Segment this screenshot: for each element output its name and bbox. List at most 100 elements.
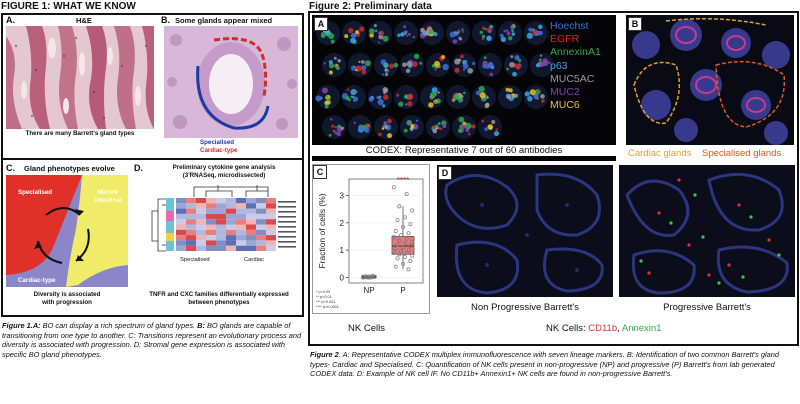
- data-point: [399, 233, 404, 238]
- marker-muc5ac: MUC5AC: [550, 72, 595, 85]
- tissue-core: [446, 85, 470, 109]
- fig1-panel-c-mature: Mature: [97, 189, 119, 196]
- heatmap-cell: [256, 198, 266, 204]
- heatmap-cell: [186, 240, 196, 246]
- data-point: [408, 259, 413, 264]
- data-point: [406, 267, 411, 272]
- data-point: [370, 273, 375, 278]
- heatmap-cell: [246, 224, 256, 230]
- fig1-panel-d-caption-2: between phenotypes: [188, 299, 250, 306]
- tissue-core: [504, 53, 528, 77]
- significance-legend-item: * p<0.05: [316, 290, 330, 294]
- tissue-core: [498, 85, 522, 109]
- phenotype-landscape-diagram: [6, 175, 128, 287]
- heatmap-cell: [266, 198, 276, 204]
- fig2-panel-a-letter: A: [314, 17, 328, 31]
- heatmap-cell: [176, 235, 186, 241]
- heatmap-cell: [216, 235, 226, 241]
- heatmap-cell: [176, 219, 186, 225]
- tissue-core: [394, 85, 418, 109]
- fig2-panel-c-letter: C: [313, 165, 327, 179]
- fig2-panel-b-letter: B: [628, 17, 642, 31]
- heatmap-cell: [216, 224, 226, 230]
- heatmap-cell: [186, 219, 196, 225]
- data-point: [367, 274, 371, 279]
- fig2-panel-c-label: NK Cells: [348, 323, 385, 334]
- tissue-core: [446, 21, 470, 45]
- tissue-core: [426, 53, 450, 77]
- marker-p63: p63: [550, 59, 568, 72]
- marker-legend: Hoechst EGFR AnnexinA1 p63 MUC5AC MUC2 MUC6: [550, 20, 601, 112]
- heatmap-cell: [246, 198, 256, 204]
- heatmap-cell: [176, 208, 186, 214]
- heatmap-cell: [236, 219, 246, 225]
- heatmap-cell: [256, 208, 266, 214]
- tissue-core: [400, 53, 424, 77]
- data-point: [397, 204, 402, 209]
- heatmap-cell: [246, 203, 256, 209]
- tissue-core: [452, 115, 476, 139]
- heatmap-cell: [246, 240, 256, 246]
- heatmap-cell: [206, 219, 216, 225]
- heatmap-cell: [226, 240, 236, 246]
- heatmap-cell: [176, 203, 186, 209]
- figure1-caption-a-text: BO can display a rich spectrum of gland …: [40, 321, 198, 330]
- fig1-panel-a-stain: H&E: [76, 16, 92, 25]
- heatmap-cell: [236, 208, 246, 214]
- marker-hoechst: Hoechst: [550, 20, 589, 32]
- heatmap-cell: [196, 219, 206, 225]
- heatmap-cell: [186, 203, 196, 209]
- heatmap-cell: [216, 198, 226, 204]
- figure1-caption-c: C:: [128, 330, 136, 340]
- data-point: [410, 208, 415, 213]
- heatmap-cell: [256, 224, 266, 230]
- fig1-panel-c-caption-1: Diversity is associated: [33, 291, 101, 298]
- significance-legend-item: ** p<0.01: [316, 295, 332, 299]
- heatmap-cell: [226, 219, 236, 225]
- heatmap-cell: [206, 208, 216, 214]
- heatmap-cell: [246, 213, 256, 220]
- figure1-caption-b: B:: [197, 321, 205, 330]
- tissue-core: [420, 85, 444, 109]
- tissue-core: [374, 53, 399, 77]
- figure2-title: Figure 2: Preliminary data: [309, 1, 432, 12]
- marker-muc2: MUC2: [550, 86, 580, 99]
- heatmap-cell: [266, 229, 276, 236]
- heatmap-cell: [196, 235, 206, 241]
- heatmap-cell: [176, 224, 186, 230]
- heatmap-cell: [186, 213, 196, 220]
- tissue-core: [394, 21, 418, 45]
- tissue-core: [341, 85, 366, 109]
- fig2-panel-a-caption: CODEX: Representative 7 out of 60 antibo…: [312, 145, 616, 156]
- data-point: [393, 246, 398, 251]
- heatmap-cell: [206, 224, 216, 230]
- fig1-panel-a-caption: There are many Barrett's gland types: [25, 130, 135, 137]
- heatmap-cell: [236, 198, 246, 204]
- heatmap-cell: [196, 198, 206, 204]
- heatmap-cell: [196, 240, 206, 246]
- x-tick-label: NP: [363, 286, 374, 295]
- fig2-panel-d-legend: NK Cells: CD11b, Annexin1: [546, 323, 662, 334]
- data-point: [404, 250, 409, 255]
- heatmap-cell: [256, 213, 266, 220]
- fig2-panel-d-letter: D: [438, 166, 452, 180]
- fig2-panel-d-np-label: Non Progressive Barrett's: [471, 302, 579, 313]
- nk-if-progressive-image: [619, 165, 795, 297]
- heatmap-cell: [216, 203, 226, 209]
- tissue-core: [426, 115, 450, 139]
- fig1-panel-c-title: Gland phenotypes evolve: [24, 164, 115, 173]
- tissue-core: [368, 21, 392, 45]
- data-point: [395, 242, 400, 247]
- fig1-panel-d-subtitle: (3'RNASeq, microdissected): [182, 172, 266, 179]
- data-point: [410, 253, 415, 258]
- figure1-caption-a: A:: [32, 321, 41, 330]
- significance-legend-item: *** p<0.001: [316, 300, 335, 304]
- data-point: [404, 192, 409, 197]
- heatmap-cell: [256, 229, 266, 236]
- fig1-panel-c-caption-2: with progression: [42, 299, 92, 306]
- heatmap-cell: [186, 229, 196, 236]
- figure1-caption: Figure 1.A: BO can display a rich spectr…: [2, 321, 304, 359]
- heatmap-cell: [256, 245, 266, 251]
- heatmap-cell: [236, 240, 246, 246]
- y-tick-label: 2: [340, 219, 345, 228]
